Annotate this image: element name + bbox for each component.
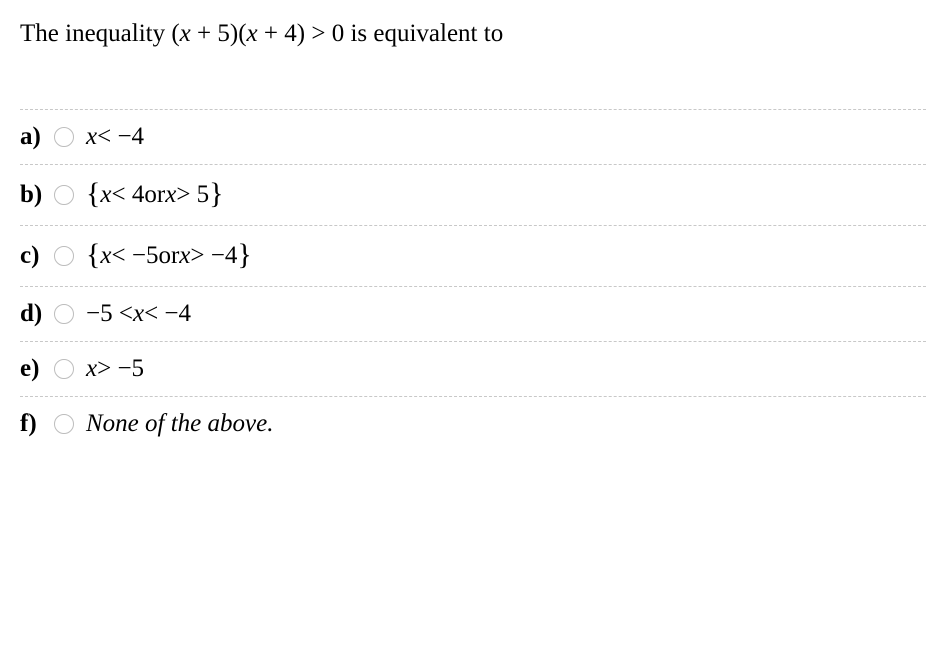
option-d-content: −5 < x < −4 bbox=[86, 299, 191, 329]
rparen1: ) bbox=[230, 20, 238, 47]
option-b-label: b) bbox=[20, 181, 54, 209]
option-c-lbrace: { bbox=[86, 237, 100, 273]
option-a-rest: < −4 bbox=[97, 122, 144, 152]
option-b-lbrace: { bbox=[86, 176, 100, 212]
option-e-rest: > −5 bbox=[97, 354, 144, 384]
option-b-x2: x bbox=[165, 180, 176, 210]
option-d-x: x bbox=[133, 299, 144, 329]
lparen1: ( bbox=[171, 20, 179, 47]
option-c-mid2: > −4 bbox=[190, 241, 237, 271]
option-a-row: a) x < −4 bbox=[20, 109, 926, 164]
option-c-rbrace: } bbox=[237, 237, 251, 273]
option-a-radio-wrap bbox=[54, 127, 86, 147]
option-c-radio-wrap bbox=[54, 246, 86, 266]
option-e-radio[interactable] bbox=[54, 359, 74, 379]
option-b-x1: x bbox=[100, 180, 111, 210]
option-b-mid2: > 5 bbox=[176, 180, 209, 210]
question-x1: x bbox=[180, 20, 191, 47]
option-b-rbrace: } bbox=[209, 176, 223, 212]
option-d-row: d) −5 < x < −4 bbox=[20, 286, 926, 341]
option-b-radio[interactable] bbox=[54, 185, 74, 205]
option-b-mid1: < 4 bbox=[112, 180, 145, 210]
question-plus4: + 4 bbox=[258, 20, 297, 47]
question-stem: The inequality (x + 5)(x + 4) > 0 is equ… bbox=[20, 18, 926, 51]
rparen2: ) bbox=[297, 20, 305, 47]
question-x2: x bbox=[247, 20, 258, 47]
question-plus5: + 5 bbox=[191, 20, 230, 47]
option-a-x: x bbox=[86, 122, 97, 152]
option-d-lead: −5 < bbox=[86, 299, 133, 329]
option-a-content: x < −4 bbox=[86, 122, 144, 152]
option-b-content: {x < 4 or x > 5} bbox=[86, 177, 224, 213]
option-c-mid1: < −5 bbox=[112, 241, 159, 271]
option-c-label: c) bbox=[20, 242, 54, 270]
option-b-row: b) {x < 4 or x > 5} bbox=[20, 164, 926, 225]
option-c-content: {x < −5 or x > −4} bbox=[86, 238, 252, 274]
question-page: The inequality (x + 5)(x + 4) > 0 is equ… bbox=[0, 0, 946, 461]
option-a-radio[interactable] bbox=[54, 127, 74, 147]
option-f-label: f) bbox=[20, 410, 54, 438]
option-d-label: d) bbox=[20, 300, 54, 328]
option-e-row: e) x > −5 bbox=[20, 341, 926, 396]
option-f-radio-wrap bbox=[54, 414, 86, 434]
question-gt0: > 0 bbox=[305, 20, 344, 47]
option-a-label: a) bbox=[20, 123, 54, 151]
option-e-radio-wrap bbox=[54, 359, 86, 379]
option-e-x: x bbox=[86, 354, 97, 384]
option-b-or: or bbox=[144, 180, 165, 210]
question-text-prefix: The inequality bbox=[20, 20, 171, 47]
option-d-radio-wrap bbox=[54, 304, 86, 324]
option-c-or: or bbox=[158, 241, 179, 271]
option-f-row: f) None of the above. bbox=[20, 396, 926, 451]
question-text-suffix: is equivalent to bbox=[344, 20, 503, 47]
options-list: a) x < −4 b) {x < 4 or x > 5} c) {x < bbox=[20, 109, 926, 451]
option-f-radio[interactable] bbox=[54, 414, 74, 434]
option-d-tail: < −4 bbox=[144, 299, 191, 329]
option-e-content: x > −5 bbox=[86, 354, 144, 384]
option-c-row: c) {x < −5 or x > −4} bbox=[20, 225, 926, 286]
option-c-radio[interactable] bbox=[54, 246, 74, 266]
option-e-label: e) bbox=[20, 355, 54, 383]
lparen2: ( bbox=[238, 20, 246, 47]
option-b-radio-wrap bbox=[54, 185, 86, 205]
option-f-content: None of the above. bbox=[86, 409, 273, 439]
option-d-radio[interactable] bbox=[54, 304, 74, 324]
option-c-x1: x bbox=[100, 241, 111, 271]
option-c-x2: x bbox=[179, 241, 190, 271]
option-f-text: None of the above. bbox=[86, 409, 273, 439]
